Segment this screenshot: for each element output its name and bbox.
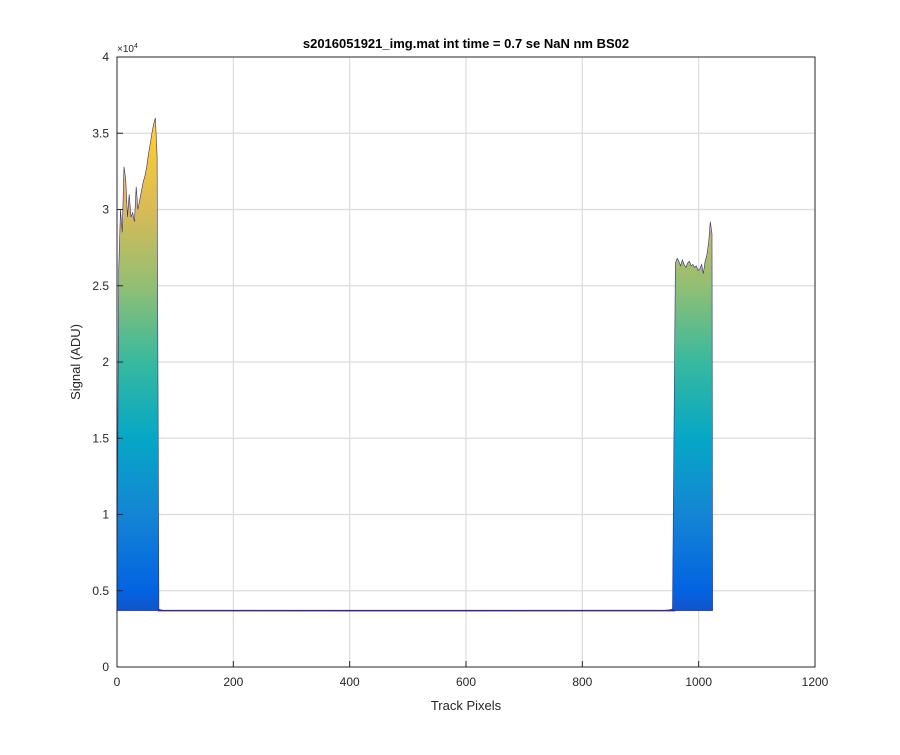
y-tick-label: 3 (102, 203, 109, 217)
y-axis-label: Signal (ADU) (68, 324, 83, 400)
y-tick-label: 0.5 (92, 584, 109, 598)
y-tick-label: 1.5 (92, 431, 109, 445)
y-tick-label: 1 (102, 508, 109, 522)
signal-series-2 (672, 221, 713, 611)
y-tick-label: 0 (102, 660, 109, 674)
x-axis-label: Track Pixels (431, 698, 502, 713)
x-tick-label: 1200 (802, 675, 829, 689)
y-axis-ticks: 0 0.5 1 1.5 2 2.5 3 3.5 4 (92, 50, 123, 674)
x-tick-label: 600 (456, 675, 476, 689)
y-tick-label: 2.5 (92, 279, 109, 293)
x-tick-label: 1000 (685, 675, 712, 689)
x-tick-label: 0 (114, 675, 121, 689)
x-axis-ticks: 0 200 400 600 800 1000 1200 (114, 661, 829, 689)
x-tick-label: 400 (340, 675, 360, 689)
data-marks (117, 117, 713, 612)
y-tick-label: 2 (102, 355, 109, 369)
y-tick-label: 4 (102, 50, 109, 64)
chart-title: s2016051921_img.mat int time = 0.7 se Na… (303, 36, 629, 51)
x-tick-label: 800 (572, 675, 592, 689)
y-tick-label: 3.5 (92, 126, 109, 140)
y-axis-exponent: ×104 (117, 43, 138, 55)
x-tick-label: 200 (223, 675, 243, 689)
